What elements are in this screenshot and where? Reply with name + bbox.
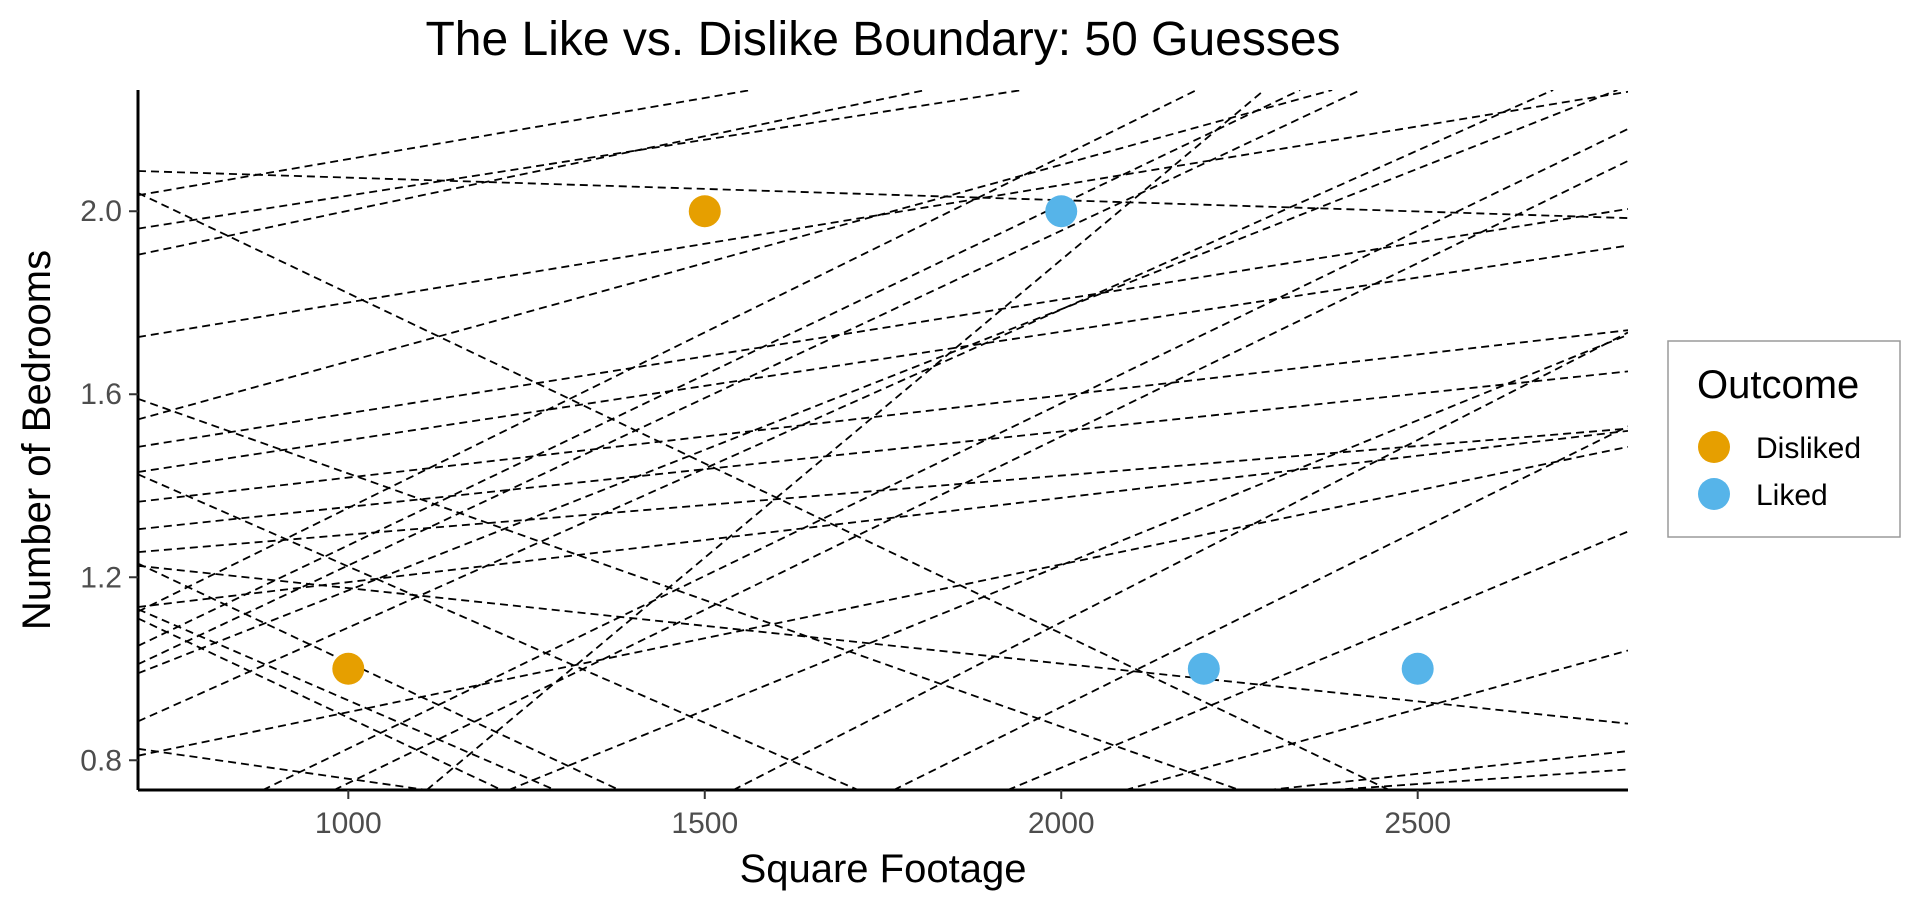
boundary-line: [138, 90, 1618, 675]
chart-title: The Like vs. Dislike Boundary: 50 Guesse…: [425, 13, 1340, 66]
y-tick-label: 1.6: [80, 378, 122, 411]
boundary-line: [138, 90, 752, 197]
boundary-line: [138, 90, 1362, 665]
data-point-liked: [1045, 195, 1078, 228]
boundary-line: [1007, 530, 1628, 790]
boundary-line: [138, 329, 1628, 503]
boundary-line: [1125, 649, 1628, 790]
boundary-line: [508, 333, 1628, 790]
boundary-line: [138, 397, 1240, 790]
x-axis-title: Square Footage: [740, 847, 1027, 891]
boundary-line: [138, 445, 1628, 757]
boundary-line: [138, 170, 1628, 220]
x-axis-ticks: 1000 1500 2000 2500: [315, 790, 1451, 840]
boundary-line: [138, 90, 1198, 613]
boundary-line: [138, 90, 1628, 338]
boundary-line: [138, 608, 556, 790]
boundary-line: [732, 331, 1628, 790]
boundary-line: [138, 90, 1023, 230]
boundary-lines: [138, 90, 1628, 790]
legend-entries: Disliked Liked: [1698, 431, 1861, 512]
boundary-line: [138, 747, 427, 790]
boundary-line: [138, 617, 502, 790]
data-points: [332, 195, 1434, 685]
x-tick-label: 1000: [315, 807, 382, 840]
x-tick-label: 2500: [1384, 807, 1451, 840]
boundary-line: [138, 244, 1628, 473]
legend-swatch-liked: [1698, 478, 1730, 510]
boundary-line: [138, 429, 1628, 608]
legend-swatch-disliked: [1698, 431, 1730, 463]
y-axis-title: Number of Bedrooms: [15, 250, 59, 630]
x-tick-label: 2000: [1028, 807, 1095, 840]
legend-title: Outcome: [1697, 363, 1859, 407]
boundary-line: [426, 90, 1265, 790]
boundary-line: [138, 90, 1333, 421]
boundary-line: [333, 160, 1628, 790]
boundary-line: [138, 370, 1628, 531]
boundary-line: [262, 128, 1628, 790]
boundary-line: [1267, 750, 1628, 790]
data-point-liked: [1401, 652, 1434, 685]
data-point-disliked: [688, 195, 721, 228]
legend-label-liked: Liked: [1756, 479, 1828, 512]
data-point-disliked: [332, 652, 365, 685]
boundary-line: [138, 90, 1554, 723]
y-tick-label: 1.2: [80, 561, 122, 594]
data-point-liked: [1187, 652, 1220, 685]
boundary-line: [1332, 768, 1628, 790]
boundary-line: [893, 425, 1628, 790]
boundary-line: [138, 192, 1390, 790]
boundary-line: [138, 208, 1628, 448]
boundary-line: [138, 90, 1301, 647]
boundary-line: [138, 427, 1628, 553]
boundary-line: [138, 562, 620, 790]
boundary-line: [138, 473, 859, 790]
y-axis-ticks: 0.8 1.2 1.6 2.0: [80, 195, 138, 777]
legend-label-disliked: Disliked: [1756, 432, 1861, 465]
legend: Outcome Disliked Liked: [1667, 340, 1901, 538]
boundary-line: [138, 564, 1628, 725]
y-tick-label: 2.0: [80, 195, 122, 228]
y-tick-label: 0.8: [80, 744, 122, 777]
boundary-line: [138, 90, 926, 256]
x-tick-label: 1500: [671, 807, 738, 840]
